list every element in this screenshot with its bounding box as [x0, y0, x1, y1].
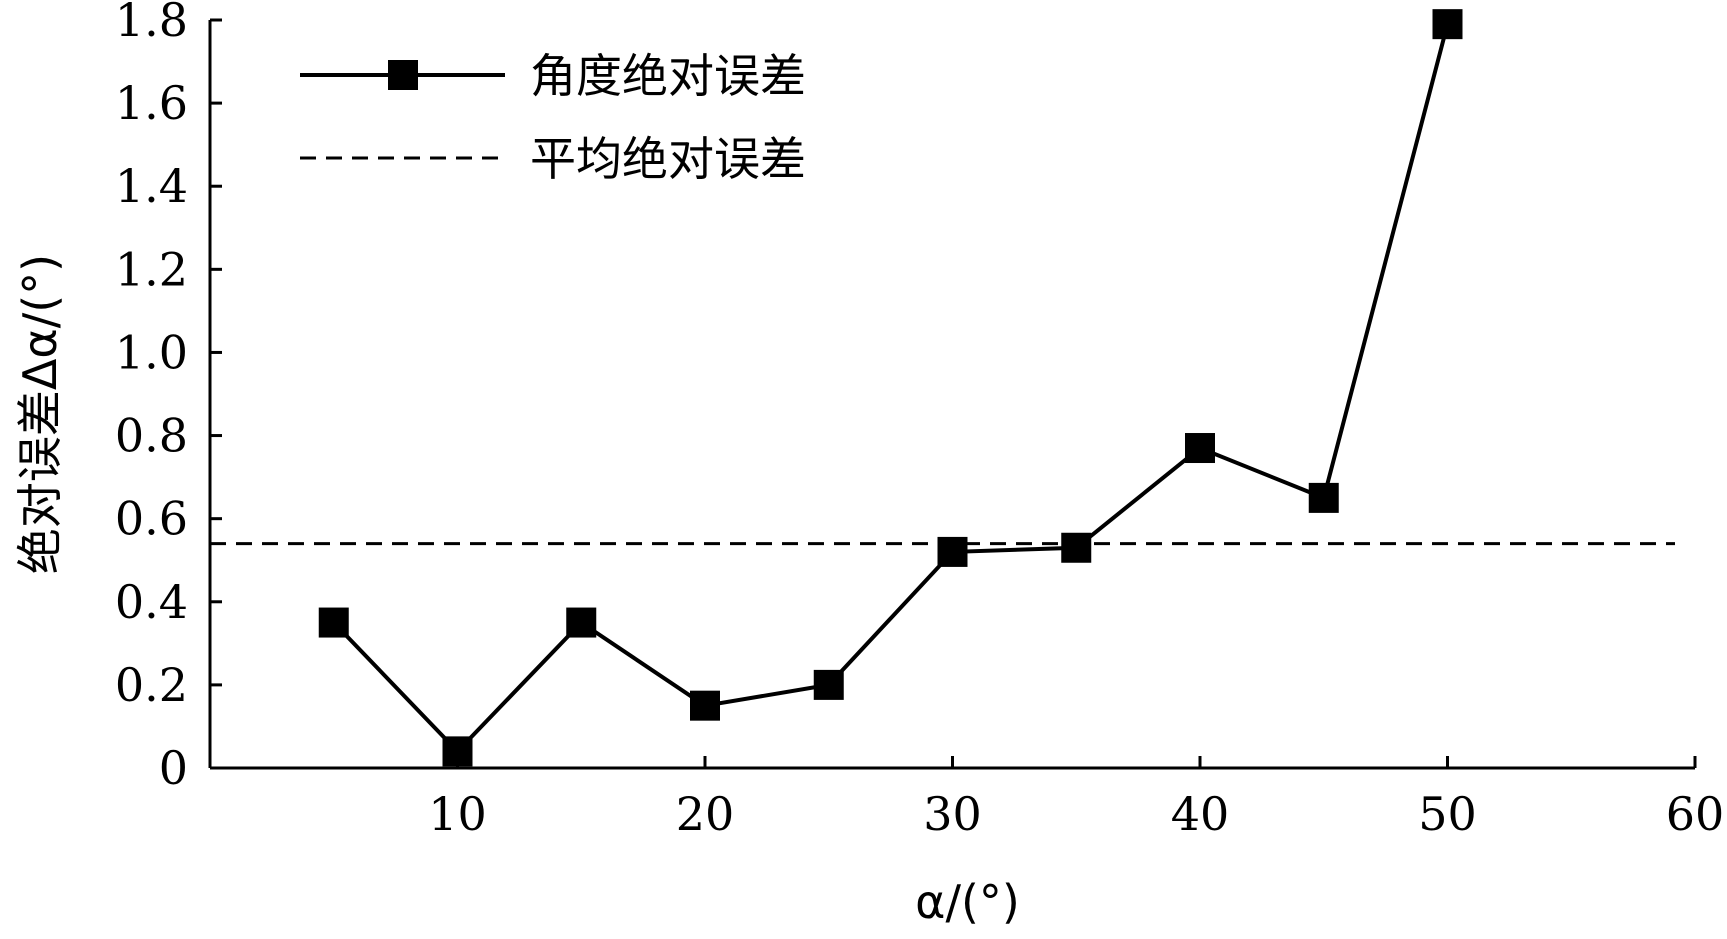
- axes: [208, 20, 1695, 770]
- data-point: [1061, 532, 1092, 563]
- y-axis-title: 绝对误差Δα/(°): [13, 254, 67, 574]
- legend-marker-series-0: [388, 60, 418, 90]
- legend-item-series-0: 角度绝对误差: [300, 49, 806, 103]
- legend-item-series-1: 平均绝对误差: [300, 132, 806, 186]
- y-tick-label: 0: [159, 741, 188, 795]
- y-tick-label: 0.6: [115, 492, 188, 546]
- ticks: 0 0.2 0.4 0.6 0.8 1.0 1.2 1.4 1.6 1.8 10 20 30 40 50 60: [115, 0, 1724, 841]
- y-tick-label: 0.4: [115, 575, 188, 629]
- y-tick-label: 1.0: [115, 325, 188, 379]
- y-tick-label: 0.2: [115, 658, 188, 712]
- y-tick-label: 1.8: [115, 0, 188, 47]
- x-tick-label: 30: [923, 787, 982, 841]
- y-tick-label: 1.6: [115, 76, 188, 130]
- y-tick-label: 1.2: [115, 242, 188, 296]
- data-point: [690, 690, 720, 721]
- legend-label-series-1: 平均绝对误差: [530, 132, 806, 186]
- x-tick-label: 60: [1666, 787, 1725, 841]
- x-tick-label: 20: [676, 787, 735, 841]
- data-point: [1185, 433, 1215, 464]
- data-point: [1432, 9, 1463, 40]
- x-tick-label: 10: [428, 787, 487, 841]
- series-line-angle-error: [332, 23, 1450, 755]
- x-axis-title: α/(°): [915, 875, 1020, 929]
- data-point: [813, 669, 844, 700]
- legend-label-series-0: 角度绝对误差: [530, 49, 806, 103]
- data-point: [566, 607, 597, 638]
- data-point: [1308, 482, 1339, 513]
- series-layer: [210, 9, 1675, 767]
- x-tick-label: 40: [1171, 787, 1230, 841]
- x-tick-label: 50: [1418, 787, 1477, 841]
- legend: 角度绝对误差 平均绝对误差: [300, 49, 806, 186]
- y-tick-label: 0.8: [115, 409, 188, 463]
- data-point: [318, 607, 349, 638]
- data-point: [937, 536, 968, 567]
- data-point: [442, 736, 473, 767]
- y-tick-label: 1.4: [115, 159, 188, 213]
